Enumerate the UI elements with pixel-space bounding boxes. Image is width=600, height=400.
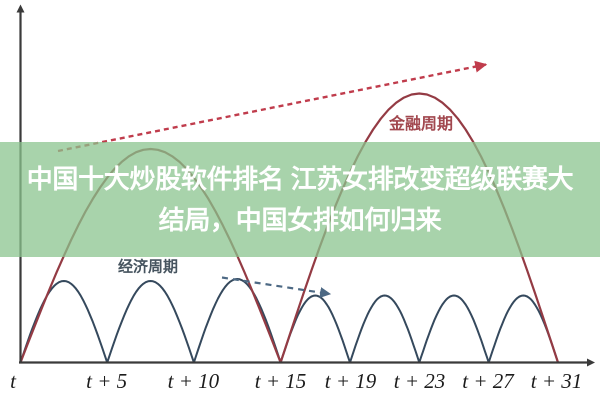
x-tick-label-15: t + 15: [254, 369, 307, 393]
headline-line1: 中国十大炒股软件排名 江苏女排改变超级联赛大: [26, 163, 574, 194]
financial-cycle-label: 金融周期: [388, 116, 454, 133]
x-tick-label-27: t + 27: [462, 369, 514, 393]
headline-overlay: 中国十大炒股软件排名 江苏女排改变超级联赛大 结局，中国女排如何归来: [0, 142, 600, 257]
headline-line2: 结局，中国女排如何归来: [158, 204, 442, 235]
financial-uptrend-arrow: [57, 60, 488, 153]
x-axis-arrowhead: [587, 358, 595, 367]
x-tick-label-0: t: [10, 369, 16, 393]
economic-cycle-label: 经济周期: [117, 258, 179, 276]
x-tick-label-19: t + 19: [324, 369, 377, 393]
x-tick-label-23: t + 23: [393, 369, 446, 393]
economic-downtrend-arrow: [221, 276, 332, 298]
x-tick-label-31: t + 31: [530, 369, 583, 393]
y-axis-arrowhead: [16, 4, 25, 13]
x-tick-label-10: t + 10: [167, 369, 220, 393]
x-tick-label-5: t + 5: [86, 369, 128, 393]
economic-cycle-curve: [19, 278, 559, 363]
